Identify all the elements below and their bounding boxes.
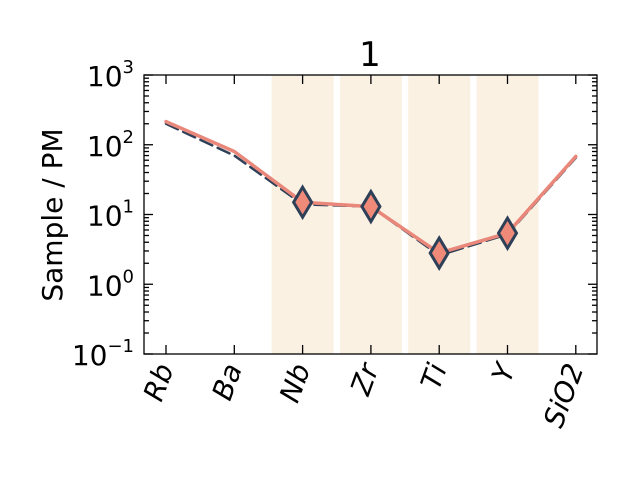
x-tick-label-ti: Ti — [414, 359, 454, 394]
x-tick-label-zr: Zr — [344, 358, 386, 400]
x-tick-label-rb: Rb — [137, 359, 181, 405]
y-axis-label: Sample / PM — [36, 128, 69, 301]
y-tick-label: 101 — [87, 197, 134, 233]
chart-title: 1 — [359, 35, 381, 75]
y-tick-labels: 10−1 100 101 102 103 — [72, 57, 134, 372]
highlight-band-ti — [408, 75, 471, 354]
x-tick-label-ba: Ba — [205, 359, 248, 404]
x-tick-label-y: Y — [485, 357, 523, 386]
marker-ti — [428, 235, 450, 271]
marker-y — [496, 215, 519, 252]
x-tick-labels: Rb Ba Nb Zr Ti Y SiO2 — [137, 357, 591, 432]
y-tick-label: 100 — [87, 266, 134, 302]
axis-ticks — [144, 74, 597, 355]
y-tick-label: 103 — [87, 57, 134, 93]
highlight-bands — [271, 75, 539, 354]
y-tick-label: 102 — [87, 127, 134, 163]
data-markers — [291, 184, 519, 271]
x-tick-label-nb: Nb — [273, 359, 317, 407]
marker-zr — [360, 188, 382, 225]
y-tick-label: 10−1 — [72, 336, 134, 372]
highlight-band-y — [476, 75, 539, 354]
marker-nb — [291, 184, 314, 221]
x-tick-label-sio2: SiO2 — [537, 359, 590, 432]
